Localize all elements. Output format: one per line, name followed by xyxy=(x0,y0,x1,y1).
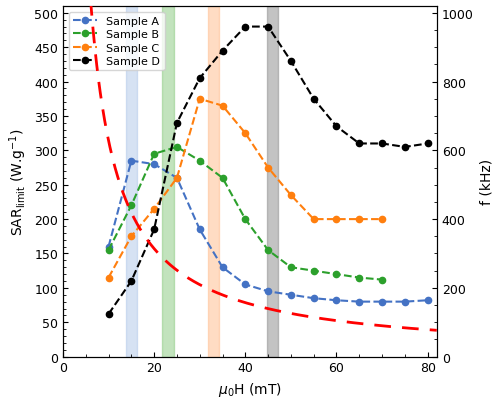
Legend: Sample A, Sample B, Sample C, Sample D: Sample A, Sample B, Sample C, Sample D xyxy=(68,13,164,71)
Bar xyxy=(267,7,278,357)
Y-axis label: SAR$_{\mathregular{limit}}$ (W.g$^{-1}$): SAR$_{\mathregular{limit}}$ (W.g$^{-1}$) xyxy=(7,128,28,236)
Y-axis label: f (kHz): f (kHz) xyxy=(479,159,493,205)
Bar xyxy=(208,7,219,357)
X-axis label: $\mu_0$H (mT): $\mu_0$H (mT) xyxy=(218,380,282,398)
Bar xyxy=(162,7,173,357)
Bar xyxy=(126,7,137,357)
